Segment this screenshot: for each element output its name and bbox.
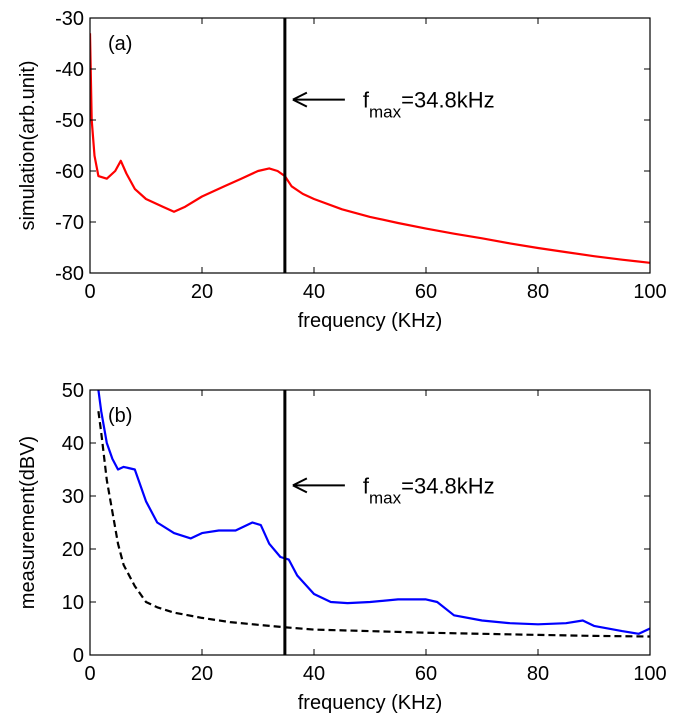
y-tick-label-a: -60 bbox=[55, 161, 84, 183]
x-tick-label-b: 0 bbox=[84, 663, 95, 685]
fmax-annotation-b: fmax=34.8kHz bbox=[363, 473, 495, 507]
y-axis-label-a: simulation(arb.unit) bbox=[17, 60, 39, 230]
y-tick-label-b: 30 bbox=[62, 486, 84, 508]
y-tick-label-a: -30 bbox=[55, 8, 84, 30]
y-tick-label-a: -70 bbox=[55, 212, 84, 234]
series-line-a-1 bbox=[90, 33, 650, 264]
fmax-annotation-value-a: =34.8kHz bbox=[401, 88, 495, 113]
y-tick-label-b: 20 bbox=[62, 539, 84, 561]
x-tick-label-b: 20 bbox=[191, 663, 213, 685]
fmax-annotation-sub-a: max bbox=[369, 103, 402, 122]
x-tick-label-a: 80 bbox=[527, 281, 549, 303]
fmax-annotation-f-b: f bbox=[363, 473, 370, 498]
panel-label-a: (a) bbox=[108, 33, 132, 55]
x-axis-label-b: frequency (KHz) bbox=[298, 692, 443, 714]
fmax-annotation-a: fmax=34.8kHz bbox=[363, 88, 495, 122]
fmax-arrow-head-b bbox=[292, 477, 308, 494]
y-tick-label-b: 40 bbox=[62, 433, 84, 455]
y-tick-label-a: -40 bbox=[55, 59, 84, 81]
x-tick-label-a: 60 bbox=[415, 281, 437, 303]
panel-a: 0 20 40 60 80 100 -80 -70 -60 -50 -40 -30 frequency … bbox=[17, 8, 667, 332]
series-line-b-1 bbox=[97, 390, 650, 635]
fmax-annotation-sub-b: max bbox=[369, 488, 402, 507]
axes-box-a bbox=[89, 17, 651, 274]
x-tick-label-b: 80 bbox=[527, 663, 549, 685]
fmax-annotation-value-b: =34.8kHz bbox=[401, 473, 495, 498]
axes-box-b bbox=[89, 389, 651, 656]
fmax-annotation-f-a: f bbox=[363, 88, 370, 113]
y-axis-label-b: measurement(dBV) bbox=[17, 436, 39, 609]
panel-b: 0 20 40 60 80 100 0 10 20 30 40 50 frequency (KHz) me… bbox=[17, 380, 667, 714]
x-tick-label-b: 40 bbox=[303, 663, 325, 685]
x-tick-label-b: 100 bbox=[633, 663, 666, 685]
y-tick-label-b: 50 bbox=[62, 380, 84, 402]
panel-label-b: (b) bbox=[108, 405, 132, 427]
y-tick-label-a: -50 bbox=[55, 110, 84, 132]
series-line-b-2 bbox=[97, 411, 650, 638]
x-tick-label-b: 60 bbox=[415, 663, 437, 685]
y-tick-label-b: 10 bbox=[62, 592, 84, 614]
x-tick-label-a: 0 bbox=[84, 281, 95, 303]
y-tick-label-b: 0 bbox=[73, 645, 84, 667]
x-tick-label-a: 20 bbox=[191, 281, 213, 303]
x-axis-label-a: frequency (KHz) bbox=[298, 310, 443, 332]
y-tick-label-a: -80 bbox=[55, 263, 84, 285]
x-tick-label-a: 100 bbox=[633, 281, 666, 303]
x-tick-label-a: 40 bbox=[303, 281, 325, 303]
fmax-arrow-head-a bbox=[292, 91, 308, 108]
